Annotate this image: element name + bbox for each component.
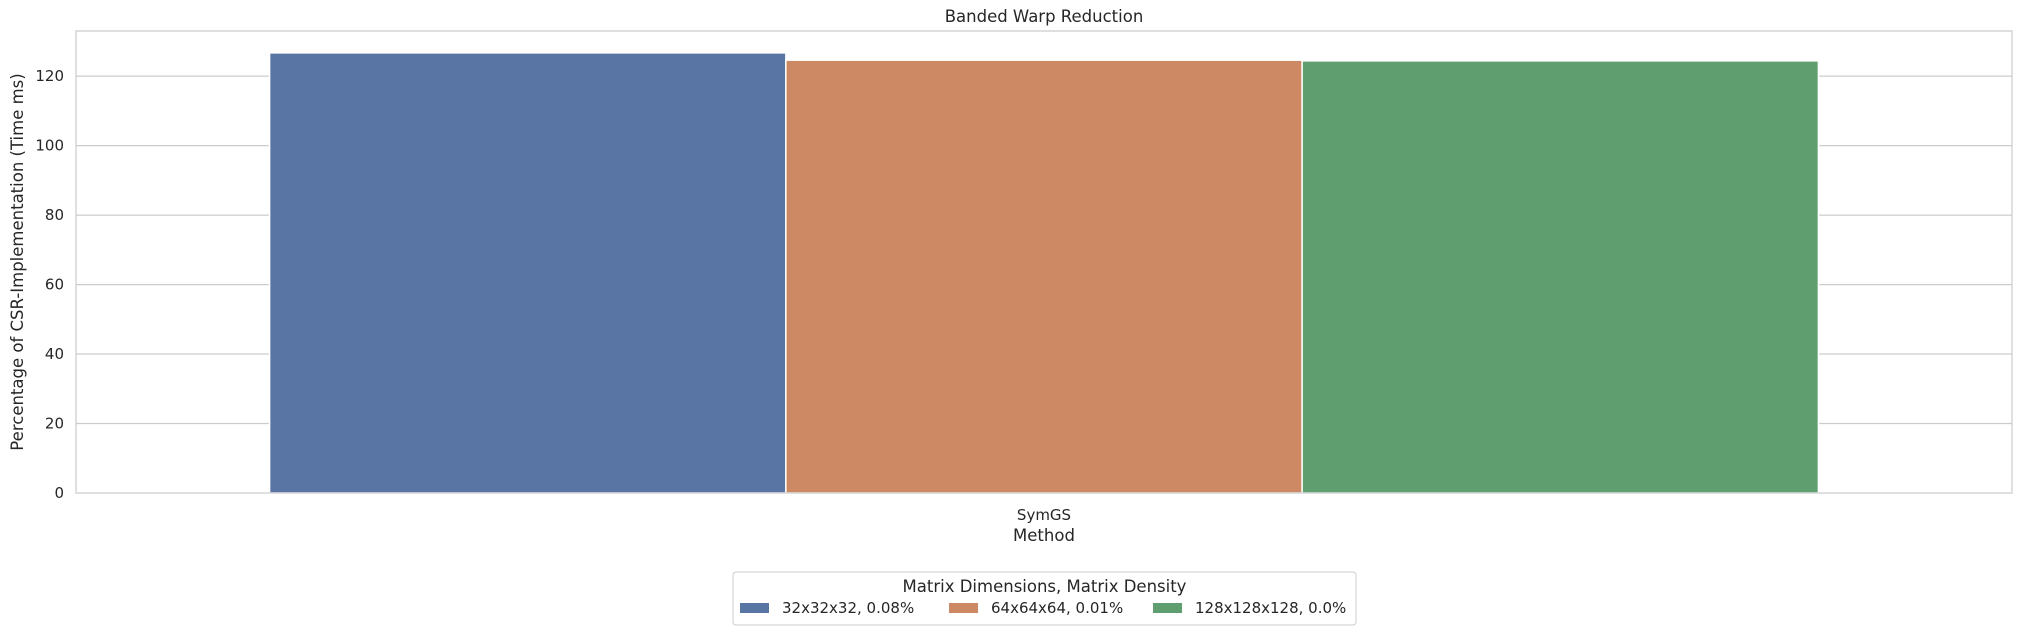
y-axis-label: Percentage of CSR-Implementation (Time m… bbox=[8, 73, 27, 450]
bar-2 bbox=[785, 59, 1303, 494]
y-tick-label: 60 bbox=[45, 276, 64, 294]
legend-items: 32x32x32, 0.08% 64x64x64, 0.01% 128x128x12… bbox=[740, 599, 1346, 617]
y-tick-label: 20 bbox=[45, 415, 64, 433]
x-tick-labels: SymGS bbox=[1017, 506, 1071, 524]
y-tick-labels: 0 20 40 60 80 100 120 bbox=[35, 67, 64, 502]
bars bbox=[268, 52, 1820, 494]
y-tick-label: 120 bbox=[35, 67, 64, 85]
bar-3 bbox=[1301, 60, 1820, 494]
plot-frame bbox=[75, 30, 2013, 494]
bar-1 bbox=[268, 52, 787, 494]
legend-swatch-1 bbox=[740, 603, 769, 613]
y-tick-label: 100 bbox=[35, 137, 64, 155]
y-tick-label: 80 bbox=[45, 206, 64, 224]
legend-box bbox=[732, 571, 1357, 626]
x-axis-label: Method bbox=[1013, 526, 1075, 545]
legend-label-3: 128x128x128, 0.0% bbox=[1195, 599, 1346, 617]
chart-title: Banded Warp Reduction bbox=[945, 7, 1144, 26]
legend-swatch-3 bbox=[1153, 603, 1182, 613]
legend-label-2: 64x64x64, 0.01% bbox=[991, 599, 1123, 617]
x-tick-label: SymGS bbox=[1017, 506, 1071, 524]
legend-swatch-2 bbox=[949, 603, 978, 613]
y-tick-label: 40 bbox=[45, 345, 64, 363]
legend-title: Matrix Dimensions, Matrix Density bbox=[903, 577, 1187, 596]
legend-label-1: 32x32x32, 0.08% bbox=[782, 599, 914, 617]
legend: Matrix Dimensions, Matrix Density 32x32x… bbox=[732, 571, 1357, 626]
y-tick-label: 0 bbox=[54, 484, 64, 502]
